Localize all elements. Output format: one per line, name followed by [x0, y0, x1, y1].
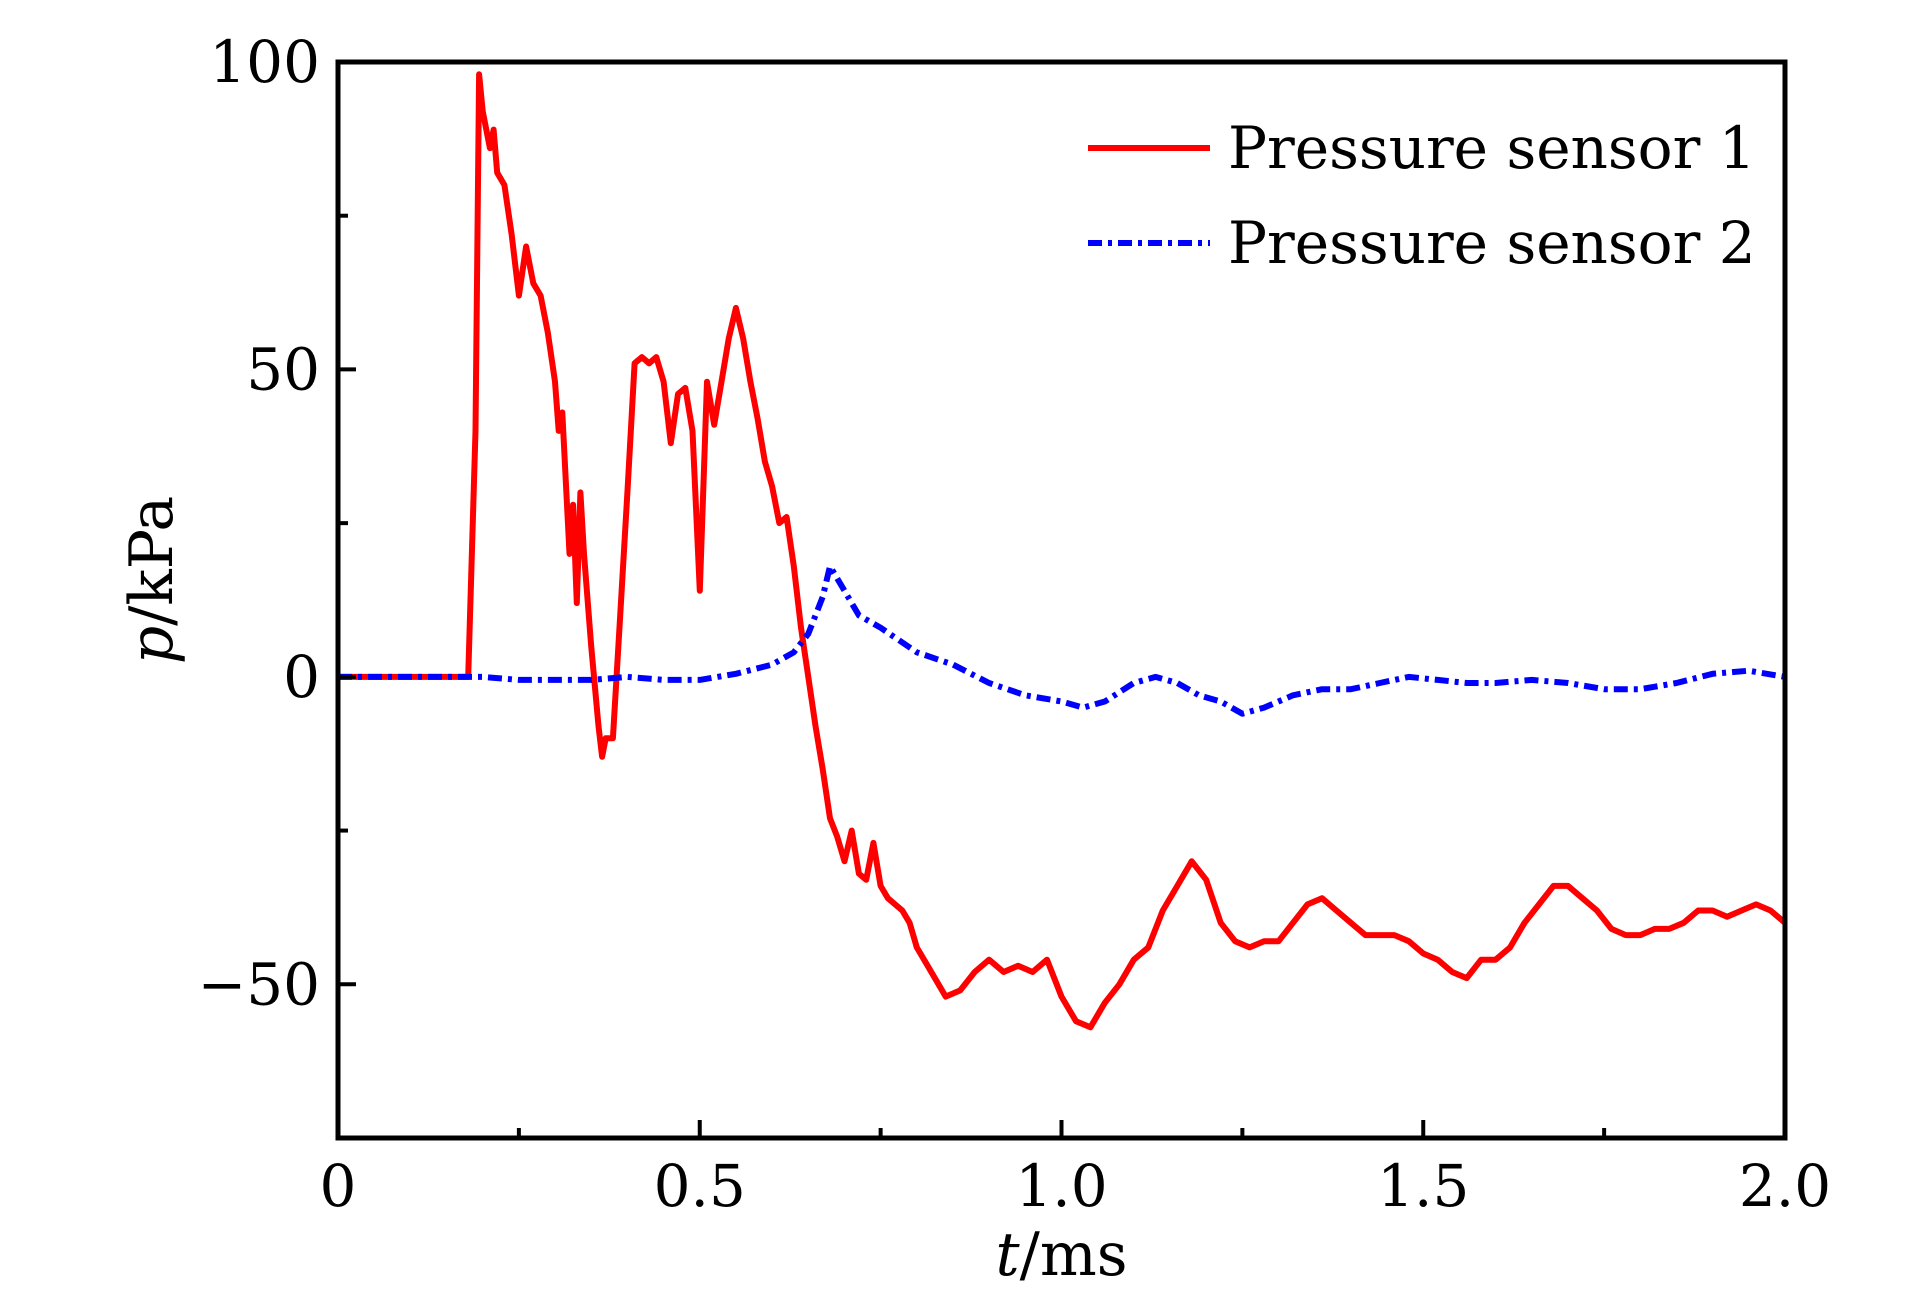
ticks-layer: 0 0.5 1.0 1.5 2.0 100 50 0 −50: [198, 28, 1832, 1220]
series-line-sensor-2: [338, 563, 1786, 717]
y-tick-label: 100: [209, 28, 320, 96]
y-tick-label: −50: [198, 950, 320, 1018]
x-axis-var: t: [995, 1220, 1020, 1290]
y-axis-title: p/kPa: [117, 496, 187, 664]
legend-label-sensor-1: Pressure sensor 1: [1228, 114, 1756, 182]
x-tick-label: 1.0: [1015, 1152, 1107, 1220]
x-tick-label: 1.5: [1377, 1152, 1469, 1220]
legend-label-sensor-2: Pressure sensor 2: [1228, 209, 1756, 277]
y-axis-unit: /kPa: [117, 496, 187, 626]
x-axis-title: t/ms: [995, 1220, 1127, 1290]
series-layer: [338, 71, 1787, 1031]
x-tick-label: 2.0: [1739, 1152, 1831, 1220]
x-axis-unit: /ms: [1020, 1220, 1128, 1290]
series-line-sensor-1: [338, 71, 1787, 1031]
x-tick-label: 0.5: [654, 1152, 746, 1220]
y-tick-label: 0: [283, 643, 320, 711]
y-axis-var: p: [117, 626, 187, 664]
x-tick-label: 0: [320, 1152, 357, 1220]
y-tick-label: 50: [246, 335, 320, 403]
legend: Pressure sensor 1 Pressure sensor 2: [1088, 114, 1756, 277]
